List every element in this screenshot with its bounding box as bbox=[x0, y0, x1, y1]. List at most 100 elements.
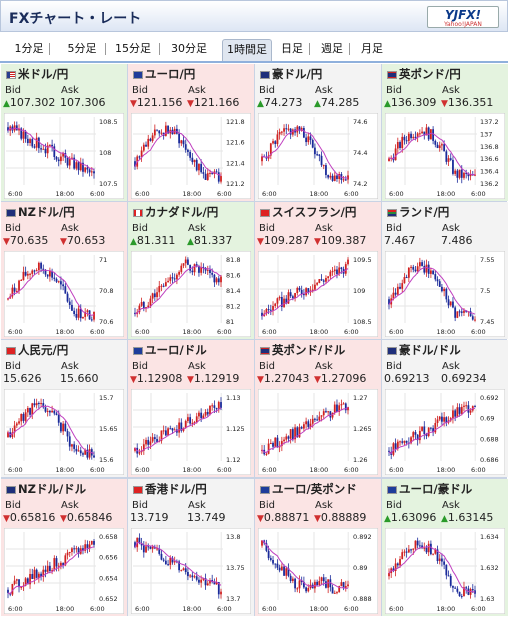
x-tick-label: 18:00 bbox=[437, 605, 456, 613]
candle-body bbox=[338, 267, 341, 275]
pair-header[interactable]: スイスフラン/円 bbox=[255, 202, 381, 222]
rate-cell[interactable]: 英ポンド/ドル Bid Ask ▼1.27043 ▼1.27096 1.27 1.265 1.… bbox=[255, 340, 381, 477]
tab-3[interactable]: 30分足 bbox=[171, 42, 207, 55]
candle-body bbox=[456, 407, 459, 417]
pair-name[interactable]: 香港ドル/円 bbox=[145, 482, 207, 496]
pair-name[interactable]: ランド/円 bbox=[399, 205, 450, 219]
candle-body bbox=[29, 139, 31, 144]
candle-body bbox=[217, 582, 220, 595]
pair-header[interactable]: 香港ドル/円 bbox=[128, 479, 254, 499]
candle-body bbox=[267, 550, 270, 559]
rate-cell[interactable]: 豪ドル/円 Bid Ask ▲74.273 ▲74.285 74.6 74.4 74.2 6:0… bbox=[255, 64, 381, 201]
mini-candle-chart[interactable]: 0.658 0.656 0.654 0.652 6:00 18:00 6:00 bbox=[4, 528, 124, 614]
ask-number: 0.65846 bbox=[66, 511, 113, 524]
pair-header[interactable]: ユーロ/英ポンド bbox=[255, 479, 381, 499]
candle-body bbox=[416, 540, 419, 546]
pair-header[interactable]: ユーロ/豪ドル bbox=[382, 479, 508, 499]
pair-name[interactable]: ユーロ/円 bbox=[145, 67, 196, 81]
rate-cell[interactable]: 豪ドル/ドル Bid Ask 0.69213 0.69234 0.692 0.69 0.688… bbox=[382, 340, 508, 477]
pair-name[interactable]: ユーロ/英ポンド bbox=[272, 482, 357, 496]
candle-body bbox=[322, 280, 325, 282]
pair-header[interactable]: ユーロ/ドル bbox=[128, 340, 254, 360]
pair-header[interactable]: 英ポンド/ドル bbox=[255, 340, 381, 360]
candle-body bbox=[414, 136, 417, 138]
pair-header[interactable]: ユーロ/円 bbox=[128, 64, 254, 84]
pair-name[interactable]: 米ドル/円 bbox=[18, 67, 69, 81]
candle-body bbox=[418, 545, 421, 547]
rate-cell[interactable]: ユーロ/豪ドル Bid Ask ▲1.63096 ▲1.63145 1.634 1.632 1… bbox=[382, 479, 508, 616]
candle-body bbox=[287, 568, 290, 576]
mini-candle-chart[interactable]: 7.55 7.5 7.45 6:00 18:00 6:00 bbox=[385, 251, 505, 337]
mini-candle-chart[interactable]: 74.6 74.4 74.2 6:00 18:00 6:00 bbox=[258, 113, 378, 199]
mini-candle-chart[interactable]: 0.892 0.89 0.888 6:00 18:00 6:00 bbox=[258, 528, 378, 614]
pair-name[interactable]: ユーロ/豪ドル bbox=[399, 482, 473, 496]
mini-candle-chart[interactable]: 1.27 1.265 1.26 6:00 18:00 6:00 bbox=[258, 389, 378, 475]
candle-body bbox=[318, 416, 321, 421]
pair-name[interactable]: 豪ドル/ドル bbox=[399, 343, 461, 357]
yjfx-logo[interactable]: YJFX! Yahoo!JAPAN bbox=[427, 6, 499, 28]
mini-candle-chart[interactable]: 108.5 108 107.5 6:00 18:00 6:00 bbox=[4, 113, 124, 199]
y-tick-label: 7.5 bbox=[480, 287, 490, 295]
tab-7[interactable]: 月足 bbox=[361, 42, 383, 55]
pair-header[interactable]: 英ポンド/円 bbox=[382, 64, 508, 84]
pair-header[interactable]: 豪ドル/円 bbox=[255, 64, 381, 84]
tab-6[interactable]: 週足 bbox=[318, 39, 350, 61]
candle-body bbox=[193, 576, 196, 578]
rate-cell[interactable]: スイスフラン/円 Bid Ask ▼109.287 ▼109.387 109.5 109 10… bbox=[255, 202, 381, 339]
rate-cell[interactable]: ユーロ/円 Bid Ask ▼121.156 ▼121.166 121.8 121.6 121… bbox=[128, 64, 254, 201]
y-tick-label: 1.632 bbox=[480, 564, 499, 572]
rate-cell[interactable]: ユーロ/英ポンド Bid Ask ▼0.88871 ▼0.88889 0.892 0.89 0… bbox=[255, 479, 381, 616]
pair-name[interactable]: 人民元/円 bbox=[18, 343, 69, 357]
mini-candle-chart[interactable]: 15.7 15.65 15.6 6:00 18:00 6:00 bbox=[4, 389, 124, 475]
candle-body bbox=[164, 125, 167, 136]
pair-header[interactable]: カナダドル/円 bbox=[128, 202, 254, 222]
pair-header[interactable]: 米ドル/円 bbox=[1, 64, 127, 84]
mini-candle-chart[interactable]: 1.13 1.125 1.12 6:00 18:00 6:00 bbox=[131, 389, 251, 475]
pair-name[interactable]: 英ポンド/円 bbox=[399, 67, 461, 81]
candle-body bbox=[220, 591, 222, 595]
pair-name[interactable]: スイスフラン/円 bbox=[272, 205, 357, 219]
rate-cell[interactable]: 英ポンド/円 Bid Ask ▲136.309 ▼136.351 137.2 137 136.… bbox=[382, 64, 508, 201]
pair-name[interactable]: カナダドル/円 bbox=[145, 205, 219, 219]
mini-candle-chart[interactable]: 0.692 0.69 0.688 0.686 6:00 18:00 6:00 bbox=[385, 389, 505, 475]
tab-4[interactable]: 1時間足 bbox=[222, 39, 272, 61]
rate-cell[interactable]: NZドル/ドル Bid Ask ▼0.65816 ▼0.65846 0.658 0.656 0… bbox=[1, 479, 127, 616]
pair-name[interactable]: 英ポンド/ドル bbox=[272, 343, 346, 357]
rate-cell[interactable]: カナダドル/円 Bid Ask ▲81.311 ▲81.337 81.8 81.6 81.4 8… bbox=[128, 202, 254, 339]
tab-1[interactable]: 5分足 bbox=[62, 39, 106, 61]
mini-candle-chart[interactable]: 13.8 13.75 13.7 6:00 18:00 6:00 bbox=[131, 528, 251, 614]
mini-candle-chart[interactable]: 121.8 121.6 121.4 121.2 6:00 18:00 6:00 bbox=[131, 113, 251, 199]
down-arrow-icon: ▼ bbox=[314, 237, 321, 247]
tab-5[interactable]: 日足 bbox=[278, 39, 310, 61]
pair-name[interactable]: NZドル/円 bbox=[18, 205, 75, 219]
mini-candle-chart[interactable]: 71 70.8 70.6 6:00 18:00 6:00 bbox=[4, 251, 124, 337]
rate-cell[interactable]: ランド/円 Bid Ask 7.467 7.486 7.55 7.5 7.45 6:00 18:0… bbox=[382, 202, 508, 339]
ask-value: ▼0.65846 bbox=[60, 511, 112, 524]
tab-2[interactable]: 15分足 bbox=[110, 39, 160, 61]
candle-body bbox=[147, 138, 150, 147]
up-arrow-icon: ▲ bbox=[384, 99, 391, 109]
mini-candle-chart[interactable]: 81.8 81.6 81.4 81.2 81 6:00 18:00 6:00 bbox=[131, 251, 251, 337]
rate-cell[interactable]: ユーロ/ドル Bid Ask ▼1.12908 ▼1.12919 1.13 1.125 1.1… bbox=[128, 340, 254, 477]
pair-header[interactable]: 人民元/円 bbox=[1, 340, 127, 360]
mini-candle-chart[interactable]: 137.2 137 136.8 136.6 136.4 136.2 6:00 18:00 6:0… bbox=[385, 113, 505, 199]
pair-name[interactable]: 豪ドル/円 bbox=[272, 67, 323, 81]
bid-value: 15.626 bbox=[3, 372, 42, 385]
rate-cell[interactable]: 香港ドル/円 Bid Ask 13.719 13.749 13.8 13.75 13.7 6:0… bbox=[128, 479, 254, 616]
mini-candle-chart[interactable]: 109.5 109 108.5 6:00 18:00 6:00 bbox=[258, 251, 378, 337]
candle-body bbox=[320, 415, 323, 417]
pair-name[interactable]: NZドル/ドル bbox=[18, 482, 87, 496]
mini-candle-chart[interactable]: 1.634 1.632 1.63 6:00 18:00 6:00 bbox=[385, 528, 505, 614]
pair-header[interactable]: NZドル/ドル bbox=[1, 479, 127, 499]
rate-cell[interactable]: NZドル/円 Bid Ask ▼70.635 ▼70.653 71 70.8 70.6 6:00… bbox=[1, 202, 127, 339]
candle-body bbox=[272, 559, 274, 564]
rate-cell[interactable]: 米ドル/円 Bid Ask ▲107.302 107.306 108.5 108 107.5 6… bbox=[1, 64, 127, 201]
candle-body bbox=[55, 156, 58, 160]
pair-name[interactable]: ユーロ/ドル bbox=[145, 343, 207, 357]
rate-cell[interactable]: 人民元/円 Bid Ask 15.626 15.660 15.7 15.65 15.6 6:00… bbox=[1, 340, 127, 477]
tab-0[interactable]: 1分足 bbox=[12, 39, 50, 61]
pair-header[interactable]: ランド/円 bbox=[382, 202, 508, 222]
pair-header[interactable]: NZドル/円 bbox=[1, 202, 127, 222]
pair-header[interactable]: 豪ドル/ドル bbox=[382, 340, 508, 360]
candle-body bbox=[184, 421, 187, 428]
